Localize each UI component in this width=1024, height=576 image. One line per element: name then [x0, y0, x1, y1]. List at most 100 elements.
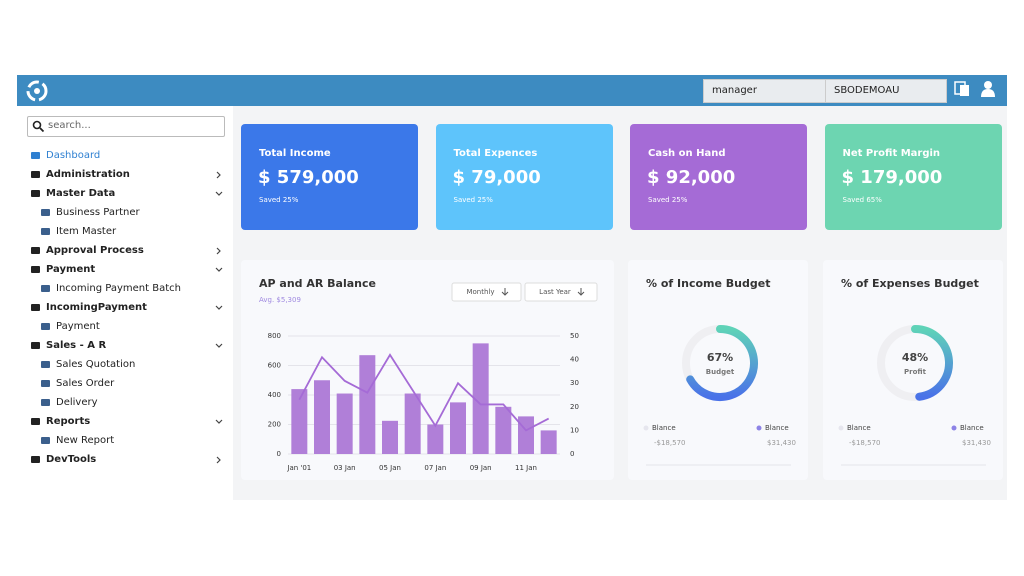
nav-item[interactable]: Master Data — [46, 188, 116, 199]
y-tick-label: 400 — [268, 391, 281, 399]
chart-panel: % of Expenses Budget 48% Profit Blance -$18,… — [823, 260, 1003, 480]
company-field[interactable]: SBODEMOAU — [825, 79, 947, 103]
nav-item[interactable]: Dashboard — [46, 150, 101, 161]
legend-label: Blance — [652, 424, 676, 432]
filter-button[interactable] — [524, 282, 598, 302]
card-amount: $ 179,000 — [841, 167, 943, 188]
filter-arrow — [501, 288, 509, 296]
nav-subitem[interactable]: Sales Quotation — [56, 359, 136, 370]
nav-chevron-shape — [215, 191, 223, 196]
y2-tick-label: 0 — [570, 450, 574, 458]
nav-icon-shape — [31, 190, 40, 197]
nav-icon — [41, 285, 50, 292]
nav-icon-shape — [31, 342, 40, 349]
nav-icon — [41, 323, 50, 330]
nav-subitem[interactable]: Payment — [56, 321, 100, 332]
nav-icon — [31, 152, 40, 159]
search-box[interactable]: search... — [27, 116, 225, 137]
nav-icon — [41, 437, 50, 444]
y2-tick-label: 50 — [570, 332, 579, 340]
nav-subitem[interactable]: New Report — [56, 435, 115, 446]
stat-card: Total Income $ 579,000 Saved 25% — [241, 124, 418, 230]
nav-subitem[interactable]: Business Partner — [56, 207, 140, 218]
legend-label: Blance — [847, 424, 871, 432]
x-tick-label: 11 Jan — [515, 464, 537, 472]
nav-icon — [41, 380, 50, 387]
nav-subitem[interactable]: Sales Order — [56, 378, 115, 389]
nav-chevron-shape — [216, 456, 221, 464]
nav-chevron — [215, 343, 223, 348]
nav-icon — [41, 209, 50, 216]
nav-chevron — [216, 247, 221, 255]
legend-dot — [951, 425, 957, 431]
nav-item[interactable]: IncomingPayment — [46, 302, 147, 313]
legend-dot — [838, 425, 844, 431]
nav-chevron-shape — [215, 267, 223, 272]
y2-tick-label: 30 — [570, 379, 579, 387]
nav-icon — [31, 190, 40, 197]
nav-subitem[interactable]: Incoming Payment Batch — [56, 283, 181, 294]
user-field[interactable]: manager — [703, 79, 831, 103]
nav-icon — [41, 361, 50, 368]
nav-icon-shape — [41, 228, 50, 235]
y-tick-label: 200 — [268, 421, 281, 429]
nav-icon-shape — [41, 209, 50, 216]
x-tick-label: 09 Jan — [470, 464, 492, 472]
translate-icon[interactable] — [953, 80, 971, 98]
search-placeholder: search... — [48, 120, 91, 131]
card-amount: $ 92,000 — [647, 167, 736, 188]
nav-item[interactable]: Approval Process — [46, 245, 144, 256]
donut-caption: Budget — [706, 368, 735, 376]
nav-item[interactable]: Reports — [46, 416, 91, 427]
bar — [404, 393, 421, 454]
nav-chevron — [215, 267, 223, 272]
card-note: Saved 65% — [842, 196, 882, 204]
bar — [495, 406, 512, 454]
y2-tick-label: 10 — [570, 426, 579, 434]
filter-button[interactable] — [451, 282, 522, 302]
logo[interactable] — [25, 79, 49, 103]
legend-amount: $31,430 — [962, 439, 991, 447]
nav-icon — [31, 171, 40, 178]
donut-value: 67% — [707, 351, 733, 364]
nav-subitem[interactable]: Item Master — [56, 226, 117, 237]
nav-chevron — [215, 419, 223, 424]
bar — [540, 430, 557, 454]
nav-subitem[interactable]: Delivery — [56, 397, 98, 408]
bar — [427, 424, 444, 454]
donut-caption: Profit — [904, 368, 927, 376]
nav-item[interactable]: Sales - A R — [46, 340, 107, 351]
chart-title: AP and AR Balance — [259, 277, 376, 290]
nav-chevron-shape — [215, 343, 223, 348]
card-title: Total Income — [259, 148, 331, 159]
nav-icon-shape — [31, 247, 40, 254]
chart: % of Expenses Budget 48% Profit Blance -$18,… — [838, 277, 991, 466]
bar — [472, 343, 489, 454]
chart-title: % of Expenses Budget — [841, 277, 979, 290]
filter-label: Last Year — [539, 288, 571, 296]
nav-item[interactable]: Administration — [46, 169, 130, 180]
card-amount: $ 579,000 — [258, 167, 359, 188]
nav-icon — [41, 228, 50, 235]
nav-icon — [31, 247, 40, 254]
x-tick-label: 03 Jan — [334, 464, 356, 472]
nav-item[interactable]: Payment — [46, 264, 96, 275]
nav-icon-shape — [31, 171, 40, 178]
nav-icon-shape — [41, 380, 50, 387]
nav-icon-shape — [31, 266, 40, 273]
donut-value: 48% — [902, 351, 928, 364]
card-title: Net Profit Margin — [842, 148, 941, 159]
bar — [291, 389, 308, 454]
chart-panel: % of Income Budget 67% Budget Blance -$18,57… — [628, 260, 808, 480]
nav-icon — [41, 399, 50, 406]
chart-subtitle: Avg. $5,309 — [259, 296, 301, 304]
bar — [336, 393, 353, 454]
search-icon — [32, 120, 45, 133]
user-icon[interactable] — [979, 80, 997, 98]
nav-item[interactable]: DevTools — [46, 454, 97, 465]
x-tick-label: 07 Jan — [424, 464, 446, 472]
legend-dot — [756, 425, 762, 431]
nav-icon — [31, 418, 40, 425]
card-title: Cash on Hand — [648, 148, 726, 159]
